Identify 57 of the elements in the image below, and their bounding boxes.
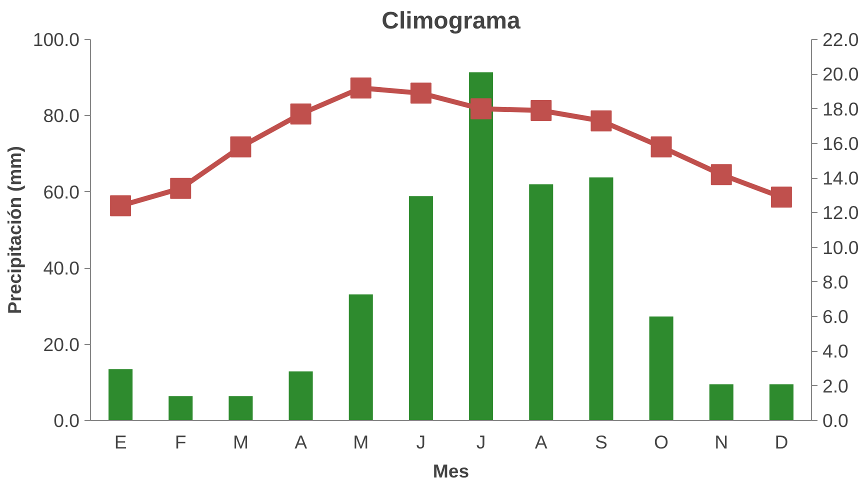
point	[470, 98, 492, 120]
point	[650, 136, 672, 158]
x-tick-label: D	[774, 432, 788, 452]
y-axis-title: Precipitación (mm)	[4, 146, 25, 314]
x-tick-label: J	[416, 432, 426, 452]
y2-tick-label: 6.0	[822, 306, 848, 328]
bar	[529, 184, 554, 420]
y-tick-label: 40.0	[43, 258, 80, 279]
point	[290, 103, 312, 124]
y2-tick-label: 2.0	[822, 375, 848, 396]
bar	[228, 396, 253, 420]
y2-tick-label: 0.0	[822, 410, 848, 431]
x-tick-label: A	[294, 432, 308, 452]
x-tick-label: M	[232, 432, 248, 452]
x-tick-label: E	[114, 432, 127, 452]
y2-tick-label: 8.0	[822, 271, 848, 292]
x-tick-label: F	[174, 432, 186, 452]
x-tick-label: N	[714, 432, 728, 452]
point	[110, 195, 132, 216]
bar	[408, 196, 433, 420]
y2-tick-label: 22.0	[822, 29, 859, 50]
bar	[589, 177, 614, 420]
y2-tick-label: 10.0	[822, 236, 859, 258]
y2-tick-label: 16.0	[822, 132, 859, 154]
y-tick-label: 20.0	[43, 334, 80, 355]
point	[350, 77, 372, 98]
y2-tick-label: 14.0	[822, 168, 859, 189]
y-tick-label: 60.0	[43, 181, 80, 202]
x-axis-title: Mes	[432, 460, 470, 482]
x-tick-label: A	[534, 432, 548, 452]
bar	[469, 72, 494, 420]
bar	[649, 316, 674, 420]
bar	[769, 384, 794, 420]
bar	[348, 294, 373, 420]
point	[770, 186, 792, 208]
bar	[288, 371, 313, 420]
x-tick-label: S	[594, 432, 608, 452]
y-tick-label: 100.0	[32, 29, 80, 50]
bar	[709, 384, 734, 420]
point	[590, 110, 612, 132]
x-tick-label: O	[654, 432, 669, 452]
y2-tick-label: 4.0	[822, 340, 848, 362]
point	[530, 100, 552, 122]
bar	[168, 396, 193, 420]
point	[170, 178, 192, 199]
x-tick-label: M	[353, 432, 369, 452]
x-tick-label: J	[476, 432, 486, 452]
y2-tick-label: 12.0	[822, 202, 859, 224]
y2-tick-label: 20.0	[822, 64, 859, 85]
chart-title: Climograma	[382, 8, 522, 34]
y-tick-label: 80.0	[43, 105, 80, 126]
point	[410, 82, 432, 104]
point	[230, 136, 252, 158]
point	[710, 164, 732, 186]
y2-tick-label: 18.0	[822, 98, 859, 120]
y-tick-label: 0.0	[54, 410, 80, 431]
bar	[108, 369, 133, 420]
